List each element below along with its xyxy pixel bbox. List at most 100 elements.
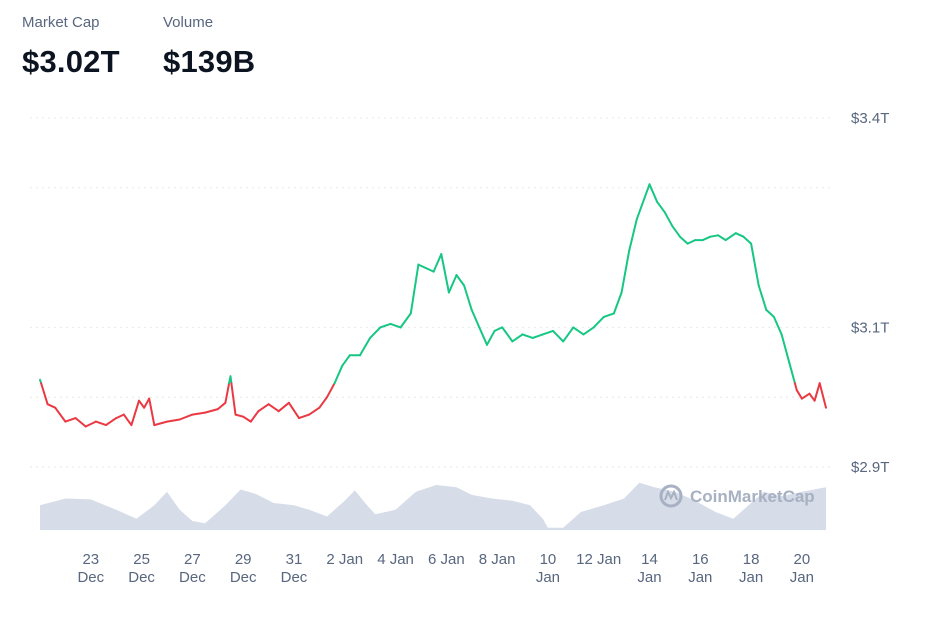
- price-segment-down: [230, 382, 237, 416]
- x-tick-line: 31: [286, 551, 303, 568]
- price-segment-down: [64, 417, 77, 423]
- price-segment-up: [757, 284, 768, 311]
- price-segment-up: [765, 308, 775, 318]
- price-segment-up: [432, 253, 443, 273]
- price-segment-up: [772, 315, 783, 336]
- price-segment-down: [138, 399, 146, 409]
- x-tick-label: 12 Jan: [576, 551, 621, 568]
- price-segment-up: [359, 336, 372, 357]
- price-segment-up: [399, 312, 412, 329]
- price-segment-down: [277, 401, 290, 413]
- price-segment-down: [178, 413, 194, 421]
- price-segment-down: [84, 420, 97, 428]
- x-tick-line: 4 Jan: [377, 551, 414, 568]
- x-tick-line: Dec: [179, 569, 206, 586]
- price-segment-down: [257, 403, 270, 413]
- price-segment-down: [800, 392, 811, 400]
- price-segment-up: [425, 267, 435, 273]
- price-segment-up: [612, 291, 623, 315]
- x-tick-label: 16 Jan: [688, 551, 712, 586]
- x-tick-label: 10 Jan: [536, 551, 560, 586]
- price-segment-up: [788, 361, 796, 385]
- price-segment-up: [671, 225, 681, 238]
- x-tick-line: 23: [82, 551, 99, 568]
- x-tick-line: Dec: [128, 569, 155, 586]
- price-segment-down: [298, 413, 311, 420]
- price-segment-up: [541, 329, 554, 336]
- x-tick-line: Dec: [230, 569, 257, 586]
- price-segment-up: [379, 322, 392, 329]
- price-segment-down: [46, 403, 57, 409]
- price-segment-down: [326, 382, 336, 399]
- price-segment-down: [143, 397, 151, 409]
- price-segment-up: [620, 249, 631, 294]
- market-cap-stat: Market Cap $3.02T: [22, 14, 120, 80]
- price-segment-up: [333, 364, 344, 385]
- price-segment-up: [486, 329, 496, 346]
- price-segment-down: [318, 396, 328, 409]
- price-segment-down: [148, 397, 156, 427]
- price-line: [39, 183, 827, 428]
- x-tick-label: 25 Dec: [128, 551, 155, 586]
- price-segment-down: [153, 420, 168, 427]
- price-segment-up: [686, 239, 697, 245]
- price-segment-up: [724, 232, 737, 242]
- x-tick-line: Dec: [77, 569, 104, 586]
- price-segment-up: [562, 326, 575, 343]
- price-segment-down: [216, 401, 227, 411]
- coinmarketcap-logo-icon: [659, 484, 683, 508]
- price-segment-up: [750, 242, 760, 287]
- x-tick-label: 27 Dec: [179, 551, 206, 586]
- x-tick-line: 12 Jan: [576, 551, 621, 568]
- price-segment-up: [648, 183, 659, 203]
- price-segment-down: [224, 382, 231, 404]
- price-segment-down: [74, 417, 87, 428]
- x-tick-line: 29: [235, 551, 252, 568]
- price-segment-up: [635, 197, 646, 221]
- x-tick-label: 31 Dec: [281, 551, 308, 586]
- price-segment-up: [389, 322, 402, 329]
- price-segment-up: [552, 329, 565, 343]
- price-segment-down: [242, 415, 252, 423]
- price-segment-down: [308, 406, 321, 416]
- x-tick-line: 27: [184, 551, 201, 568]
- x-tick-label: 4 Jan: [377, 551, 414, 568]
- price-segment-up: [229, 375, 233, 385]
- price-segment-down: [808, 392, 816, 402]
- price-segment-up: [440, 253, 450, 294]
- market-cap-value: $3.02T: [22, 44, 120, 79]
- price-segment-up: [511, 333, 524, 343]
- price-segment-up: [478, 326, 488, 346]
- price-segment-up: [493, 326, 504, 332]
- price-segment-down: [191, 411, 207, 416]
- price-segment-up: [592, 315, 605, 329]
- x-tick-line: Jan: [637, 569, 661, 586]
- volume-value: $139B: [163, 44, 256, 79]
- price-segment-up: [656, 200, 666, 214]
- price-segment-up: [780, 333, 791, 364]
- x-tick-label: 2 Jan: [326, 551, 363, 568]
- price-segment-down: [795, 389, 803, 400]
- price-segment-up: [470, 308, 481, 329]
- x-tick-line: 2 Jan: [326, 551, 363, 568]
- price-segment-down: [94, 420, 107, 427]
- y-axis-ticks: $3.4T $3.1T $2.9T: [851, 110, 889, 476]
- price-segment-down: [166, 418, 181, 423]
- x-tick-line: 14: [641, 551, 658, 568]
- x-tick-line: 25: [133, 551, 150, 568]
- x-tick-label: 14 Jan: [637, 551, 661, 586]
- price-segment-down: [818, 382, 827, 409]
- x-tick-line: 16: [692, 551, 709, 568]
- price-segment-up: [742, 235, 753, 245]
- price-segment-up: [409, 263, 420, 315]
- price-segment-up: [369, 326, 382, 339]
- x-tick-label: 18 Jan: [739, 551, 763, 586]
- x-tick-line: Jan: [739, 569, 763, 586]
- price-segment-up: [582, 326, 595, 336]
- x-tick-line: Jan: [536, 569, 560, 586]
- y-tick-label: $3.1T: [851, 319, 889, 336]
- y-tick-label: $2.9T: [851, 459, 889, 476]
- price-segment-down: [54, 406, 67, 423]
